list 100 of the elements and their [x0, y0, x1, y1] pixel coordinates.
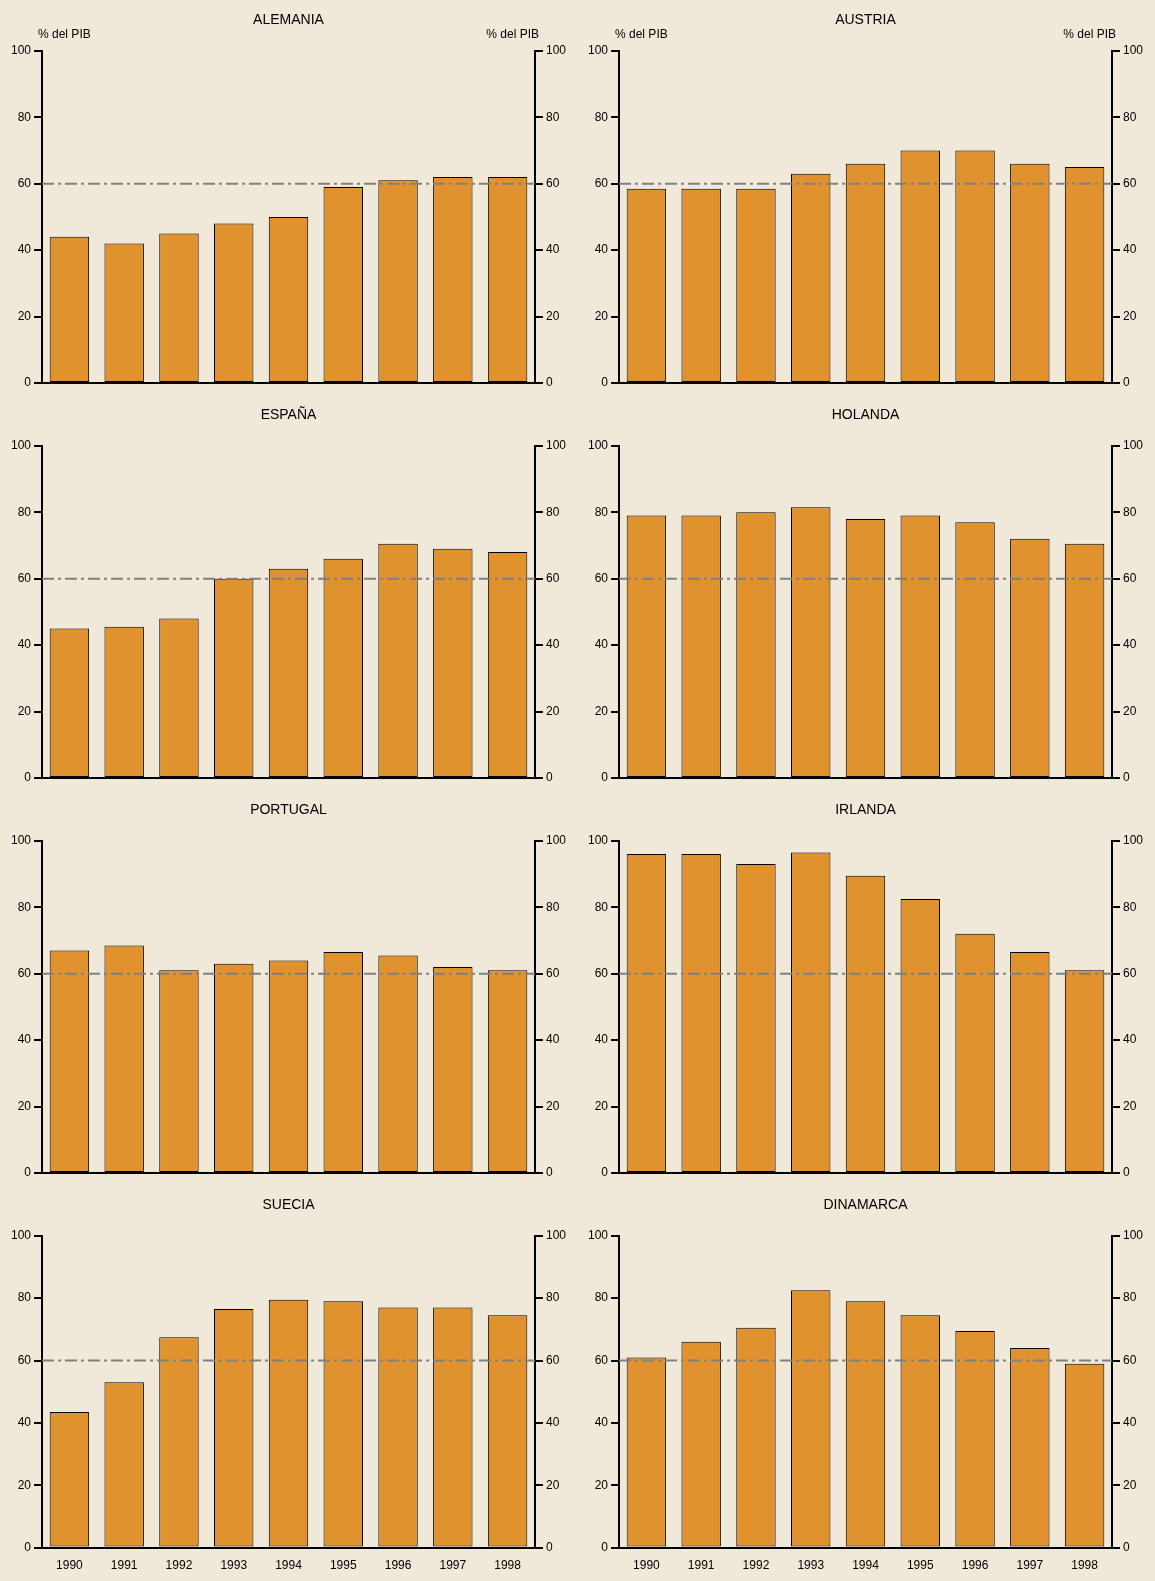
y2-tick-label: 0 — [545, 1165, 553, 1180]
x-tick-label: 1990 — [633, 1558, 661, 1573]
x-tick-label: 1994 — [852, 1558, 880, 1573]
y2-tick-label: 0 — [1122, 375, 1130, 390]
y2-tick-label: 40 — [545, 1415, 560, 1430]
y-tick-label: 100 — [10, 1228, 32, 1243]
x-tick-label: 1996 — [384, 1558, 412, 1573]
y-tick-label: 60 — [17, 175, 32, 190]
y2-tick-label: 20 — [545, 703, 560, 718]
y-tick-label: 80 — [17, 504, 32, 519]
y2-tick-label: 20 — [545, 308, 560, 323]
y2-tick-label: 40 — [1122, 637, 1137, 652]
y-tick-label: 60 — [594, 175, 609, 190]
y-tick-label: 60 — [17, 1352, 32, 1367]
y-tick-label: 20 — [594, 1098, 609, 1113]
y-tick-label: 20 — [17, 308, 32, 323]
y-tick-label: 60 — [594, 1352, 609, 1367]
y-tick-label: 80 — [594, 109, 609, 124]
y2-tick-label: 60 — [545, 570, 560, 585]
y2-tick-label: 0 — [1122, 770, 1130, 785]
y-tick-label: 40 — [594, 637, 609, 652]
chart-title: IRLANDA — [835, 801, 897, 818]
y2-tick-label: 60 — [545, 1352, 560, 1367]
y2-tick-label: 60 — [1122, 965, 1137, 980]
y-tick-label: 0 — [601, 375, 609, 390]
y2-tick-label: 0 — [545, 375, 553, 390]
y-tick-label: 100 — [10, 438, 32, 453]
y-tick-label: 0 — [24, 770, 32, 785]
y2-tick-label: 80 — [1122, 899, 1137, 914]
y2-tick-label: 80 — [1122, 1290, 1137, 1305]
y2-tick-label: 0 — [545, 1539, 553, 1554]
y2-tick-label: 100 — [1122, 438, 1144, 453]
y-tick-label: 80 — [17, 109, 32, 124]
x-tick-label: 1996 — [961, 1558, 989, 1573]
x-tick-label: 1990 — [56, 1558, 84, 1573]
x-tick-label: 1997 — [439, 1558, 467, 1573]
y-tick-label: 80 — [17, 899, 32, 914]
x-tick-label: 1994 — [275, 1558, 303, 1573]
y2-tick-label: 80 — [545, 1290, 560, 1305]
chart-title: PORTUGAL — [250, 801, 328, 818]
x-tick-label: 1995 — [906, 1558, 934, 1573]
y2-tick-label: 0 — [545, 770, 553, 785]
chart-title: HOLANDA — [831, 406, 900, 423]
y-tick-label: 40 — [17, 242, 32, 257]
y-tick-label: 40 — [594, 1032, 609, 1047]
y2-tick-label: 100 — [1122, 43, 1144, 58]
y-tick-label: 20 — [17, 1477, 32, 1492]
y2-tick-label: 100 — [545, 438, 567, 453]
y-tick-label: 80 — [17, 1290, 32, 1305]
x-tick-label: 1997 — [1016, 1558, 1044, 1573]
chart-title: ALEMANIA — [253, 11, 325, 28]
y-tick-label: 0 — [601, 1539, 609, 1554]
y2-tick-label: 100 — [545, 43, 567, 58]
y2-axis-title: % del PIB — [486, 27, 539, 42]
y2-tick-label: 40 — [545, 242, 560, 257]
y2-tick-label: 40 — [545, 1032, 560, 1047]
y-tick-label: 40 — [594, 242, 609, 257]
x-tick-label: 1998 — [1071, 1558, 1099, 1573]
y-tick-label: 20 — [594, 703, 609, 718]
y2-tick-label: 20 — [1122, 703, 1137, 718]
chart-title: ESPAÑA — [260, 406, 318, 423]
y-tick-label: 80 — [594, 1290, 609, 1305]
y-tick-label: 40 — [17, 1032, 32, 1047]
y2-tick-label: 60 — [545, 965, 560, 980]
y-tick-label: 80 — [594, 899, 609, 914]
y-tick-label: 100 — [587, 438, 609, 453]
chart-title: DINAMARCA — [823, 1196, 909, 1213]
y-tick-label: 60 — [594, 965, 609, 980]
y-tick-label: 0 — [24, 375, 32, 390]
y-axis-title: % del PIB — [615, 27, 668, 42]
y2-tick-label: 40 — [1122, 1032, 1137, 1047]
y2-tick-label: 60 — [1122, 175, 1137, 190]
y-tick-label: 20 — [17, 1098, 32, 1113]
y-tick-label: 80 — [594, 504, 609, 519]
y2-tick-label: 40 — [545, 637, 560, 652]
y-tick-label: 20 — [17, 703, 32, 718]
y-tick-label: 0 — [601, 1165, 609, 1180]
y-tick-label: 60 — [17, 570, 32, 585]
y2-tick-label: 20 — [545, 1098, 560, 1113]
y2-tick-label: 100 — [545, 833, 567, 848]
y2-tick-label: 80 — [1122, 109, 1137, 124]
x-tick-label: 1993 — [797, 1558, 825, 1573]
x-tick-label: 1991 — [687, 1558, 715, 1573]
y2-tick-label: 0 — [1122, 1165, 1130, 1180]
x-tick-label: 1991 — [110, 1558, 138, 1573]
y2-tick-label: 80 — [545, 109, 560, 124]
y-tick-label: 100 — [10, 43, 32, 58]
y2-tick-label: 20 — [1122, 308, 1137, 323]
y2-tick-label: 60 — [1122, 1352, 1137, 1367]
y2-tick-label: 80 — [1122, 504, 1137, 519]
y2-tick-label: 20 — [545, 1477, 560, 1492]
chart-title: AUSTRIA — [835, 11, 897, 28]
x-tick-label: 1998 — [494, 1558, 522, 1573]
y2-tick-label: 60 — [1122, 570, 1137, 585]
y2-tick-label: 100 — [545, 1228, 567, 1243]
y2-tick-label: 100 — [1122, 1228, 1144, 1243]
y-tick-label: 60 — [17, 965, 32, 980]
y2-tick-label: 40 — [1122, 1415, 1137, 1430]
y-tick-label: 100 — [587, 833, 609, 848]
y2-tick-label: 20 — [1122, 1098, 1137, 1113]
